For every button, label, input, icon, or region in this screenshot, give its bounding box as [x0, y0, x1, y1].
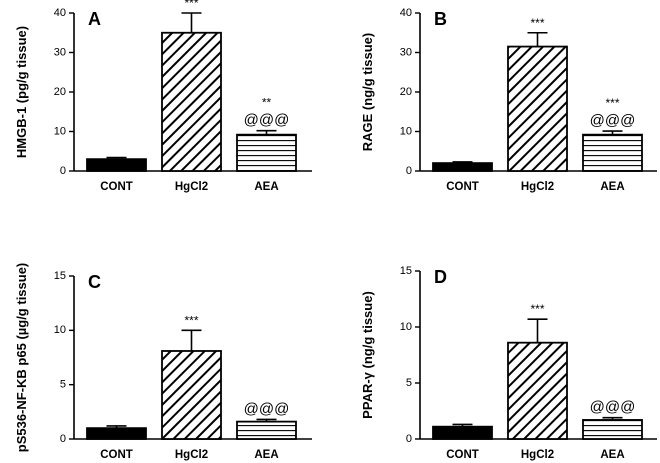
bar-aea	[582, 419, 643, 440]
y-axis-label: PPAR-γ (ng/g tissue)	[360, 291, 375, 419]
bar-hgcl2	[161, 31, 222, 172]
y-tick-label: 5	[60, 379, 66, 391]
significance-star-label: ***	[184, 313, 198, 327]
panel-letter: A	[88, 9, 101, 29]
significance-star-label: ***	[530, 16, 544, 30]
y-tick-label: 5	[406, 377, 412, 389]
chart-panel-b: B RAGE (ng/g tissue) 0 10 20 30 40 CONT HgCl2 ***…	[360, 7, 657, 193]
bar-aea	[582, 133, 643, 172]
x-tick-label: CONT	[446, 181, 479, 193]
y-tick-label: 10	[400, 321, 412, 333]
y-tick-label: 40	[54, 7, 66, 19]
x-tick-label: HgCl2	[175, 181, 208, 193]
y-tick-label: 10	[400, 125, 412, 137]
significance-star-label: ***	[605, 96, 619, 110]
y-tick-label: 0	[406, 433, 412, 445]
y-tick-label: 30	[54, 46, 66, 58]
x-tick-label: HgCl2	[521, 449, 554, 461]
x-tick-label: HgCl2	[175, 449, 208, 461]
y-tick-label: 30	[400, 46, 412, 58]
y-tick-label: 0	[406, 165, 412, 177]
x-tick-label: HgCl2	[521, 181, 554, 193]
significance-at-label: @@@	[590, 399, 636, 416]
bar-cont	[86, 158, 147, 172]
y-axis-label: HMGB-1 (pg/g tissue)	[14, 26, 29, 158]
y-axis-label: RAGE (ng/g tissue)	[360, 33, 375, 151]
y-tick-label: 20	[400, 86, 412, 98]
x-tick-label: AEA	[254, 181, 278, 193]
bar-cont	[86, 427, 147, 440]
panel-letter: B	[434, 9, 447, 29]
chart-panel-a: A HMGB-1 (pg/g tissue) 0 10 20 30 40 CONT HgCl2 *…	[14, 0, 312, 193]
significance-at-label: @@@	[590, 112, 636, 129]
x-tick-label: CONT	[446, 449, 479, 461]
x-tick-label: AEA	[254, 449, 278, 461]
significance-at-label: @@@	[244, 400, 290, 417]
y-tick-label: 40	[400, 7, 412, 19]
bar-hgcl2	[507, 45, 568, 172]
y-tick-label: 20	[54, 86, 66, 98]
x-tick-label: AEA	[600, 181, 624, 193]
significance-star-label: ***	[530, 302, 544, 316]
y-tick-label: 15	[54, 270, 66, 282]
panel-letter: C	[88, 272, 101, 292]
bar-aea	[236, 420, 297, 440]
x-tick-label: AEA	[600, 449, 624, 461]
y-tick-label: 0	[60, 165, 66, 177]
bar-hgcl2	[507, 341, 568, 440]
x-tick-label: CONT	[100, 449, 133, 461]
significance-star-label: **	[262, 96, 272, 110]
y-axis-label: pS536-NF-KB p65 (µg/g tissue)	[14, 263, 29, 453]
y-tick-label: 15	[400, 265, 412, 277]
bar-cont	[432, 162, 493, 172]
panel-letter: D	[434, 267, 447, 287]
y-tick-label: 0	[60, 433, 66, 445]
y-tick-label: 10	[54, 324, 66, 336]
chart-panel-d: D PPAR-γ (ng/g tissue) 0 5 10 15 CONT HgCl2 *** A…	[360, 265, 657, 461]
bar-cont	[432, 425, 493, 440]
bar-aea	[236, 133, 297, 172]
bar-hgcl2	[161, 350, 222, 440]
x-tick-label: CONT	[100, 181, 133, 193]
significance-at-label: @@@	[244, 112, 290, 129]
y-tick-label: 10	[54, 125, 66, 137]
significance-star-label: ***	[184, 0, 198, 10]
